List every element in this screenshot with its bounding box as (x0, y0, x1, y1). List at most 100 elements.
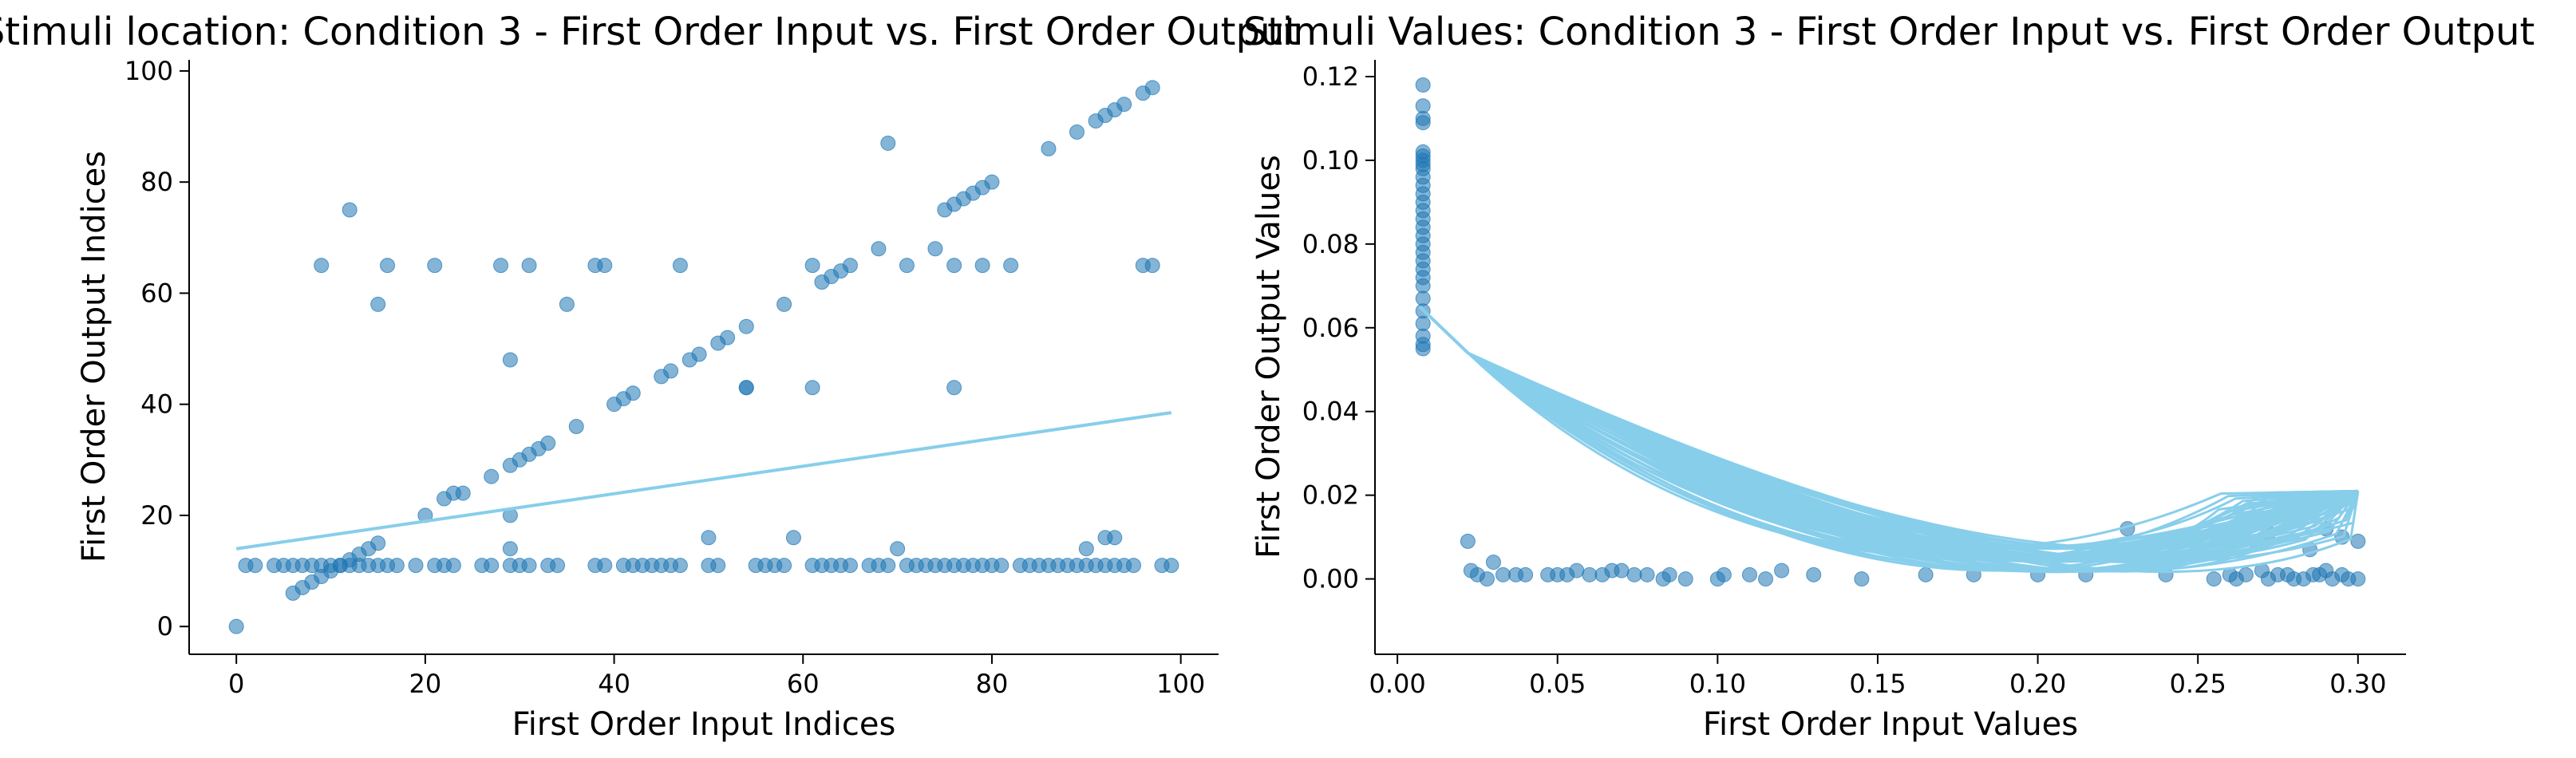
chart-right-point (1661, 567, 1677, 582)
chart-left-y-tick-label: 60 (140, 278, 173, 308)
chart-left-y-tick-label: 40 (140, 389, 173, 420)
chart-left-point (559, 296, 575, 312)
chart-left-point (370, 296, 386, 312)
chart-right-point (1758, 571, 1774, 587)
chart-left-point (738, 318, 754, 334)
chart-left-point (1003, 258, 1019, 274)
chart-left-point (1069, 124, 1085, 140)
chart-left-point (342, 202, 358, 218)
chart-left-point (314, 258, 330, 274)
chart-right-point (2350, 533, 2366, 549)
chart-left-y-tick-label: 100 (124, 56, 173, 86)
chart-right-point (1479, 571, 1495, 587)
chart-right-point (1582, 567, 1598, 582)
chart-left-point (1041, 140, 1057, 156)
chart-left-point (804, 258, 820, 274)
chart-left-point (427, 258, 443, 274)
chart-left-point (871, 241, 887, 257)
chart-left-point (1125, 558, 1141, 574)
chart-left-point (672, 258, 688, 274)
chart-right-point (1677, 571, 1693, 587)
chart-right-point (1518, 567, 1534, 582)
chart-left-point (776, 558, 792, 574)
chart-left-point (880, 135, 896, 151)
chart-left-x-tick-label: 100 (1156, 669, 1205, 699)
chart-left-point (776, 296, 792, 312)
chart-right-x-tick-label: 0.15 (1849, 669, 1906, 699)
chart-left-point (228, 618, 244, 634)
chart-right-point (2350, 571, 2366, 587)
chart-right-title: Stimuli Values: Condition 3 - First Orde… (1243, 10, 2535, 54)
chart-left-point (502, 352, 518, 368)
chart-left-point (521, 258, 537, 274)
chart-left-point (701, 530, 717, 546)
chart-left-point (946, 380, 962, 396)
chart-right-y-tick-label: 0.02 (1302, 480, 1359, 511)
chart-right-y-tick-label: 0.08 (1302, 229, 1359, 259)
chart-left-point (1078, 541, 1094, 557)
chart-left-point (984, 174, 1000, 190)
chart-right-point (1415, 115, 1431, 131)
chart-right-x-tick-label: 0.05 (1529, 669, 1586, 699)
chart-left-point (1144, 80, 1160, 96)
chart-left-x-tick-label: 20 (409, 669, 442, 699)
chart-right-y-tick-label: 0.06 (1302, 313, 1359, 343)
chart-left-title: Stimuli location: Condition 3 - First Or… (0, 10, 1299, 54)
chart-left-x-tick-label: 40 (598, 669, 630, 699)
chart-right-point (1918, 567, 1934, 582)
chart-left-point (738, 380, 754, 396)
chart-right-point (2206, 571, 2222, 587)
chart-right-y-label: First Order Output Values (1250, 155, 1287, 559)
chart-left-point (484, 558, 500, 574)
chart-left: Stimuli location: Condition 3 - First Or… (0, 10, 1299, 743)
chart-right-y-tick-label: 0.00 (1302, 564, 1359, 594)
chart-left-point (880, 558, 896, 574)
chart-right-x-tick-label: 0.30 (2329, 669, 2386, 699)
chart-left-point (568, 419, 584, 435)
chart-left-point (1164, 558, 1179, 574)
chart-left-point (946, 258, 962, 274)
chart-right-y-tick-label: 0.12 (1302, 61, 1359, 92)
chart-left-point (720, 330, 736, 345)
chart-left-point (1097, 530, 1113, 546)
chart-right-point (1806, 567, 1822, 582)
chart-left-ticks: 0 20 40 60 80 100 0 20 40 60 80 100 (124, 56, 1205, 699)
chart-left-point (842, 558, 858, 574)
chart-right-point (1639, 567, 1655, 582)
chart-left-point (597, 258, 613, 274)
chart-left-point (521, 558, 537, 574)
chart-left-point (672, 558, 688, 574)
chart-right-point (2238, 567, 2254, 582)
chart-left-point (974, 258, 990, 274)
chart-right-point (1460, 533, 1476, 549)
chart-right-fit-line (1418, 306, 1469, 354)
chart-right-fit-curve (1467, 351, 2359, 573)
chart-left-point (445, 558, 461, 574)
chart-right-point (1774, 563, 1790, 578)
chart-left-y-tick-label: 80 (140, 167, 173, 197)
chart-left-point (484, 468, 500, 484)
chart-left-x-tick-label: 80 (976, 669, 1009, 699)
chart-right-point (1415, 341, 1431, 357)
chart-left-y-tick-label: 20 (140, 500, 173, 531)
chart-right-point (1854, 571, 1870, 587)
chart-right-point (1569, 563, 1585, 578)
chart-right-marks (1415, 77, 2366, 587)
chart-right-point (1716, 567, 1732, 582)
chart-left-marks (228, 80, 1179, 634)
chart-right-x-label: First Order Input Values (1703, 706, 2078, 743)
chart-left-point (493, 258, 509, 274)
chart-left-point (927, 241, 943, 257)
chart-right-x-tick-label: 0.00 (1369, 669, 1425, 699)
chart-left-point (455, 485, 471, 501)
chart-left-point (899, 258, 915, 274)
chart-left-point (502, 541, 518, 557)
chart-left-point (1144, 258, 1160, 274)
chart-left-point (890, 541, 906, 557)
chart-left-point (370, 535, 386, 551)
chart-right-point (1626, 567, 1642, 582)
chart-right-point (1485, 555, 1501, 570)
chart-left-y-tick-label: 0 (157, 611, 173, 642)
